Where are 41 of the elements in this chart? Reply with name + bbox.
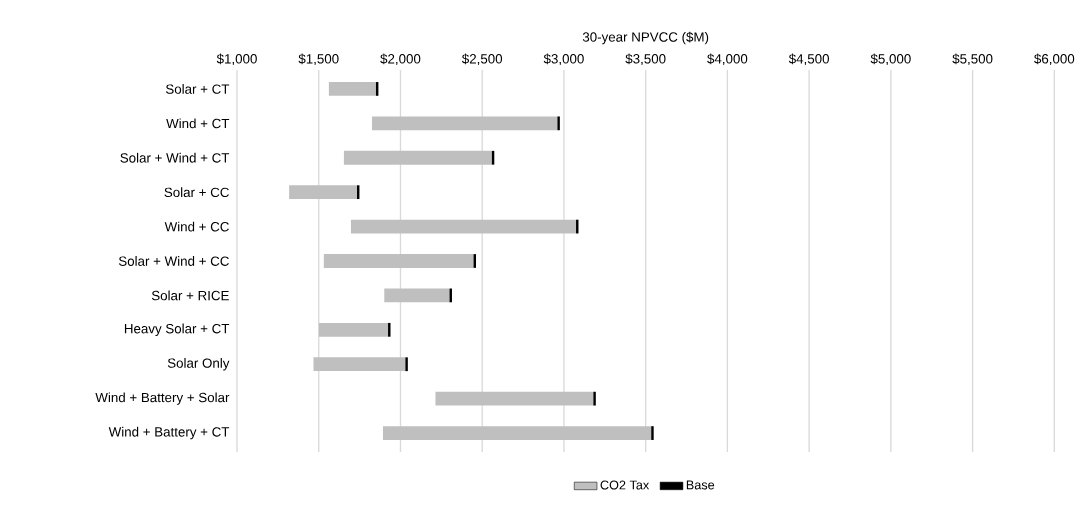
x-tick-label: $4,500 bbox=[788, 53, 829, 66]
legend-label: CO2 Tax bbox=[600, 480, 650, 490]
y-tick-label: Wind + Battery + CT bbox=[108, 426, 230, 440]
bar bbox=[328, 82, 376, 96]
bar bbox=[651, 426, 654, 440]
y-tick-label: Wind + CC bbox=[164, 221, 229, 232]
y-tick-label: Solar + Wind + CC bbox=[118, 256, 229, 266]
bar bbox=[318, 322, 389, 337]
legend-label: Base bbox=[686, 480, 715, 490]
y-tick-label: Heavy Solar + CT bbox=[124, 323, 230, 337]
bar bbox=[313, 357, 406, 372]
x-tick-label: $1,000 bbox=[216, 53, 257, 66]
y-tick-label: Solar + RICE bbox=[151, 290, 229, 301]
bar bbox=[405, 357, 408, 372]
x-tick-label: $4,000 bbox=[707, 53, 748, 66]
bar bbox=[557, 116, 560, 131]
x-tick-label: $5,500 bbox=[952, 53, 993, 66]
bar bbox=[350, 219, 577, 234]
bar bbox=[388, 322, 391, 337]
bar bbox=[323, 254, 474, 268]
bar bbox=[435, 391, 594, 406]
x-tick-label: $5,000 bbox=[870, 53, 911, 66]
bar bbox=[384, 288, 450, 303]
y-tick-label: Solar + CT bbox=[165, 84, 230, 94]
y-tick-label: Solar + CC bbox=[164, 187, 229, 198]
x-tick-label: $6,000 bbox=[1034, 53, 1075, 66]
y-tick-label: Wind + Battery + Solar bbox=[95, 392, 230, 405]
y-tick-label: Solar + Wind + CT bbox=[120, 152, 230, 163]
x-tick-label: $3,500 bbox=[625, 53, 666, 66]
x-tick-label: $1,500 bbox=[298, 53, 339, 66]
bar bbox=[343, 150, 492, 165]
bar bbox=[372, 116, 558, 131]
y-tick-label: Solar Only bbox=[167, 358, 230, 371]
x-tick-label: $3,000 bbox=[543, 53, 584, 66]
bar bbox=[593, 391, 596, 406]
bar bbox=[382, 426, 652, 440]
x-axis-title: 30-year NPVCC ($M) bbox=[582, 31, 709, 45]
bar bbox=[289, 185, 357, 200]
x-tick-label: $2,000 bbox=[380, 53, 421, 66]
x-tick-label: $2,500 bbox=[461, 53, 503, 66]
y-tick-label: Wind + CT bbox=[166, 118, 230, 129]
